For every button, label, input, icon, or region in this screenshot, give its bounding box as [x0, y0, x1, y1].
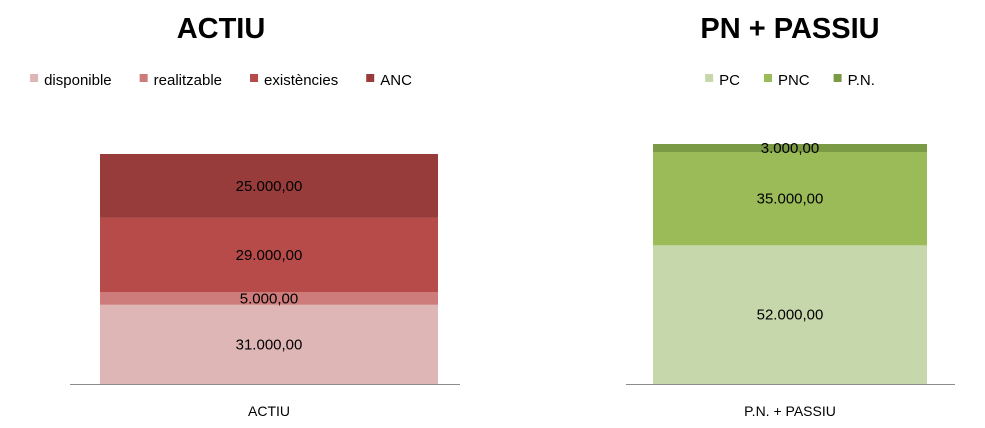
chart-2-category-label: P.N. + PASSIU	[744, 403, 836, 419]
chart-1-title: ACTIU	[177, 13, 266, 45]
chart-1-bar-existencies	[100, 217, 438, 292]
chart-1-legend-swatch-realitzable	[139, 74, 148, 82]
chart-2-legend-label-p-n: P.N.	[848, 72, 875, 89]
chart-1-legend-swatch-anc	[366, 74, 375, 82]
chart-2-legend-swatch-pc	[705, 74, 714, 82]
chart-2-data-label-pnc: 35.000,00	[757, 191, 824, 208]
chart-2-bar-pc	[653, 245, 927, 384]
chart-2-legend-swatch-pnc	[763, 74, 772, 82]
chart-1-legend-label-anc: ANC	[380, 72, 412, 89]
chart-2-legend-label-pnc: PNC	[778, 72, 810, 89]
chart-1-data-label-realitzable: 5.000,00	[240, 290, 298, 307]
chart-1-legend-swatch-disponible	[30, 74, 39, 82]
chart-2-data-label-pc: 52.000,00	[757, 307, 824, 324]
chart-1-legend-label-realitzable: realitzable	[154, 72, 222, 89]
chart-2-legend-label-pc: PC	[719, 72, 740, 89]
chart-1-legend-label-existencies: existències	[264, 72, 338, 89]
chart-2-title: PN + PASSIU	[700, 13, 879, 45]
chart-2-legend-swatch-p-n	[833, 74, 842, 82]
chart-1-data-label-existencies: 29.000,00	[236, 247, 303, 264]
chart-1-legend-label-disponible: disponible	[44, 72, 112, 89]
chart-1-bar-realitzable	[100, 292, 438, 305]
chart-2-bar-p-n	[653, 144, 927, 152]
chart-2-data-label-p-n: 3.000,00	[761, 140, 819, 157]
chart-1-data-label-disponible: 31.000,00	[236, 336, 303, 353]
chart-2-bar-pnc	[653, 152, 927, 246]
chart-1-category-label: ACTIU	[248, 403, 290, 419]
chart-1-bar-disponible	[100, 304, 438, 384]
chart-1-data-label-anc: 25.000,00	[236, 178, 303, 195]
chart-1-bar-anc	[100, 154, 438, 218]
chart-1-legend-swatch-existencies	[250, 74, 259, 82]
